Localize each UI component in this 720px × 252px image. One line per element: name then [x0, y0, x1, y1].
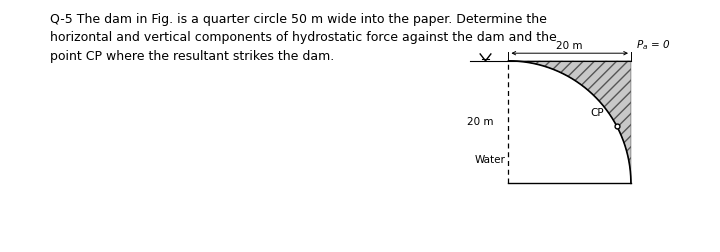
Polygon shape — [508, 61, 631, 183]
Text: Water: Water — [474, 155, 505, 165]
Text: Q-5 The dam in Fig. is a quarter circle 50 m wide into the paper. Determine the
: Q-5 The dam in Fig. is a quarter circle … — [50, 13, 557, 62]
Text: 20 m: 20 m — [557, 41, 583, 51]
Text: CP: CP — [590, 108, 603, 118]
Text: 20 m: 20 m — [467, 117, 493, 127]
Text: $P_a$ = 0: $P_a$ = 0 — [636, 38, 670, 52]
